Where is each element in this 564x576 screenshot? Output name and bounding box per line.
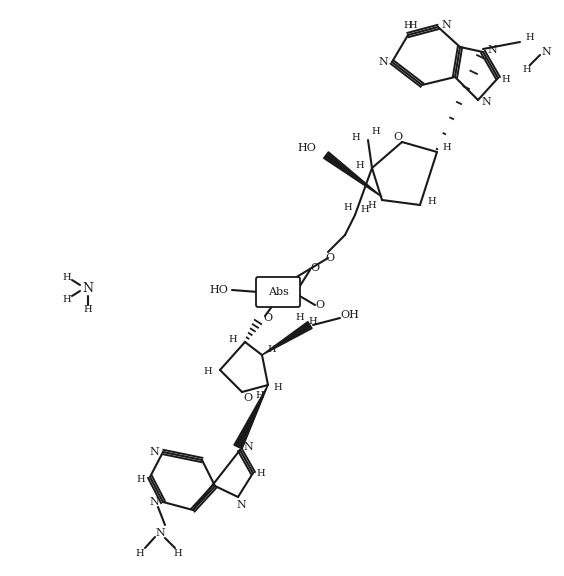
Text: H: H	[274, 384, 283, 392]
Text: H: H	[63, 294, 71, 304]
Text: N: N	[378, 57, 388, 67]
Text: H: H	[228, 335, 237, 343]
Text: OH: OH	[341, 310, 359, 320]
Text: O: O	[263, 313, 272, 323]
Text: N: N	[82, 282, 94, 294]
Text: H: H	[368, 200, 376, 210]
Text: H: H	[428, 198, 437, 207]
Text: O: O	[394, 132, 403, 142]
Text: H: H	[502, 75, 510, 85]
Text: H: H	[204, 367, 212, 377]
Text: N: N	[541, 47, 551, 57]
Text: N: N	[487, 45, 497, 55]
Text: HO: HO	[209, 285, 228, 295]
Text: N: N	[236, 500, 246, 510]
Text: H: H	[309, 317, 318, 327]
Text: O: O	[325, 253, 334, 263]
Text: N: N	[243, 442, 253, 452]
Text: H: H	[257, 468, 265, 478]
Text: H: H	[526, 33, 534, 43]
Text: H: H	[409, 21, 417, 29]
Text: Abs: Abs	[267, 287, 288, 297]
Text: H: H	[356, 161, 364, 170]
Text: H: H	[443, 142, 451, 151]
Text: N: N	[441, 20, 451, 30]
Text: H: H	[352, 132, 360, 142]
Text: H: H	[268, 346, 276, 354]
Text: H: H	[296, 313, 305, 321]
Text: O: O	[244, 393, 253, 403]
Text: H: H	[523, 66, 531, 74]
Text: H: H	[63, 272, 71, 282]
Text: N: N	[149, 447, 159, 457]
Polygon shape	[234, 385, 268, 449]
FancyBboxPatch shape	[256, 277, 300, 307]
Text: H: H	[136, 475, 146, 483]
Text: H: H	[361, 206, 369, 214]
Text: H: H	[136, 548, 144, 558]
Text: H: H	[255, 391, 265, 400]
Text: H: H	[372, 127, 380, 137]
Text: O: O	[315, 300, 324, 310]
Text: N: N	[481, 97, 491, 107]
Text: H: H	[83, 305, 92, 314]
Text: N: N	[149, 497, 159, 507]
Text: HO: HO	[297, 143, 316, 153]
Text: N: N	[155, 528, 165, 538]
Text: H: H	[404, 21, 412, 29]
Text: H: H	[343, 203, 352, 213]
Polygon shape	[262, 321, 312, 355]
Text: H: H	[174, 548, 182, 558]
Polygon shape	[324, 152, 382, 197]
Text: O: O	[310, 263, 320, 273]
